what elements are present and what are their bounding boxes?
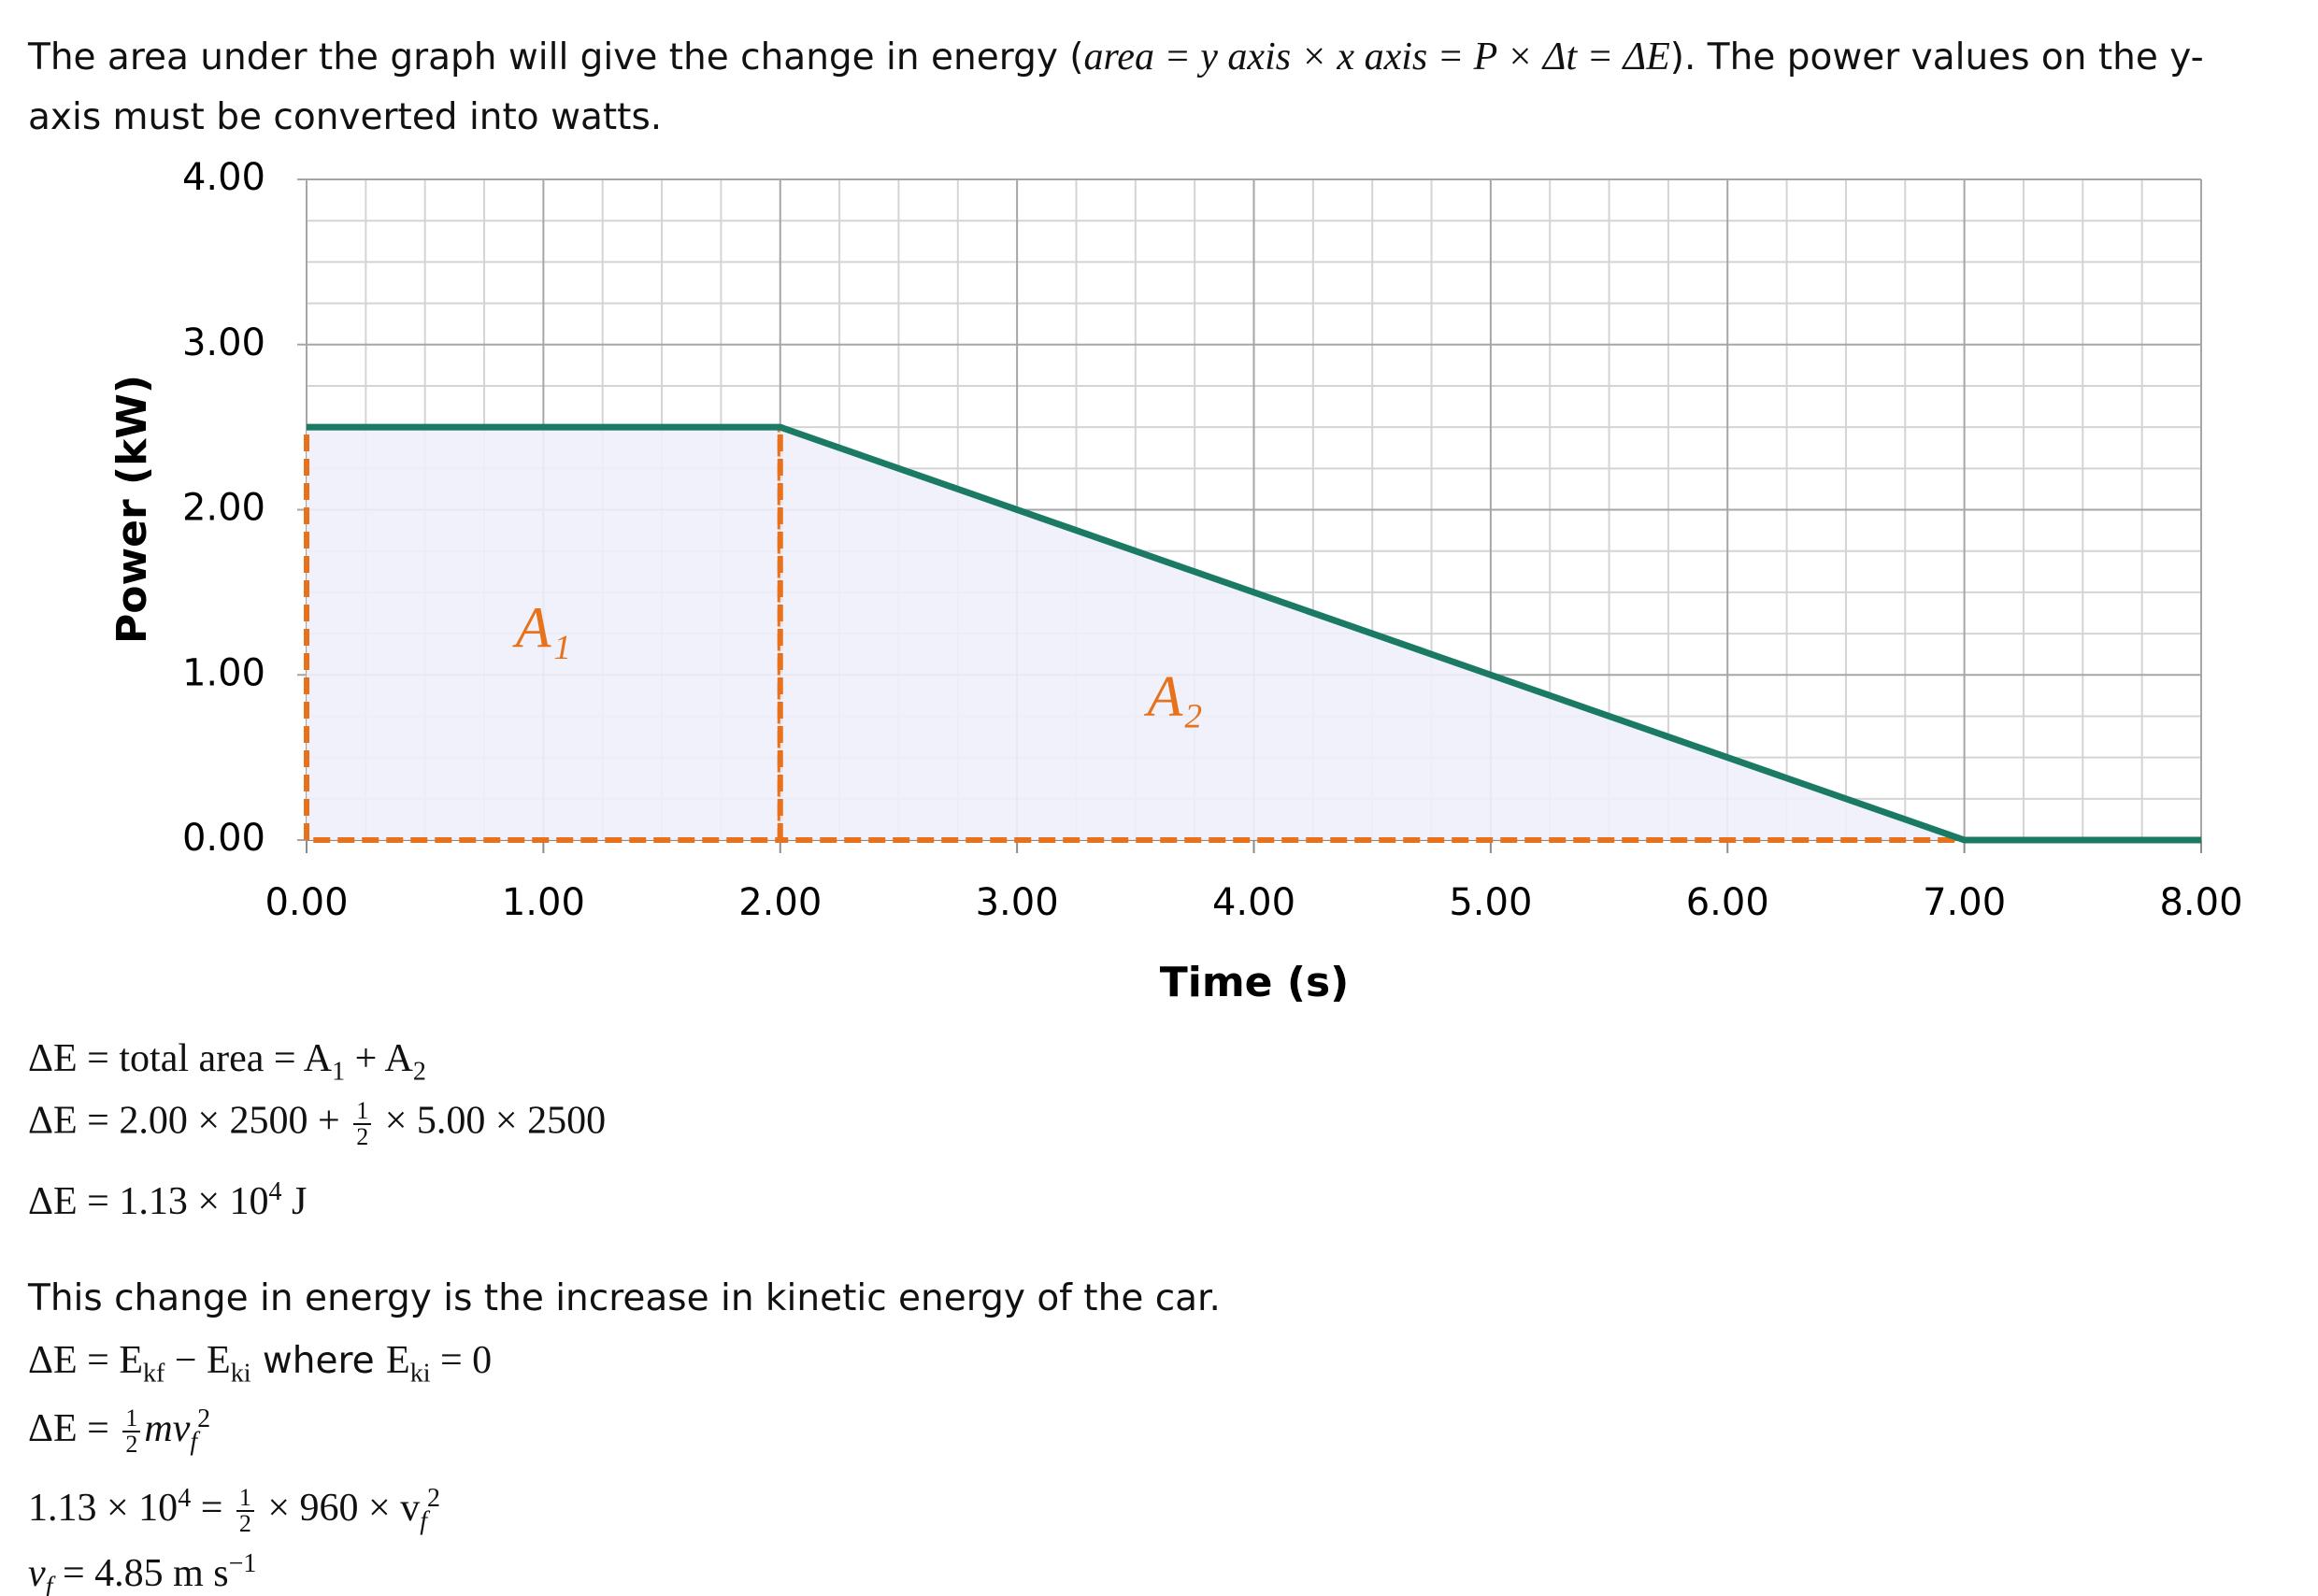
numerator: 1 [353,1099,372,1125]
denominator: 2 [125,1431,138,1459]
intro-line: The area under the graph will give the c… [28,37,2204,77]
equation: ΔE = Ekf − Eki where Eki = 0 [28,1341,492,1387]
eq-part: mv [144,1407,191,1450]
eq-part: = 0 [430,1339,493,1382]
eq-part: ΔE = [28,1407,120,1450]
x-tick-label: 7.00 [1923,881,2006,924]
eq-sub: f [45,1572,53,1596]
eq-part: × 960 × v [257,1487,421,1530]
eq-sup: −1 [228,1549,257,1578]
eq-sup: 4 [268,1177,282,1206]
x-tick-label: 2.00 [738,881,822,924]
text: The area under the graph will give the c… [28,36,1084,78]
eq-part: v [28,1552,46,1595]
eq-part: J [281,1180,308,1223]
eq-part: ΔE = 2.00 × 2500 + [28,1099,351,1143]
eq-sub: 1 [332,1057,346,1087]
eq-part: = 4.85 m s [52,1552,229,1595]
eq-sub: 2 [412,1057,426,1087]
text: ). The power values on the y- [1669,36,2204,78]
eq-part: ΔE = total area = A [28,1037,333,1080]
numerator: 1 [236,1486,254,1513]
line-series [307,423,2201,844]
equation: ΔE = total area = A1 + A2 [28,1039,426,1085]
y-tick-label: 1.00 [182,651,265,694]
region-label: A₂ [1143,665,1202,729]
eq-part: + A [345,1037,413,1080]
sentence: This change in energy is the increase in… [28,1277,1221,1319]
eq-sub: f [420,1506,428,1536]
eq-sub: kf [143,1359,165,1389]
eq-sub: f [190,1427,198,1457]
equation: ΔE = 1 2 mvf2 [28,1406,210,1457]
math: area = y axis × x axis = P × Δt = ΔE [1083,36,1670,78]
x-tick-label: 5.00 [1449,881,1532,924]
eq-part: E [386,1339,410,1382]
x-tick-label: 1.00 [502,881,585,924]
y-tick-label: 0.00 [182,817,265,860]
denominator: 2 [238,1510,251,1538]
y-tick-label: 3.00 [182,321,265,364]
eq-part: ΔE = E [28,1339,144,1382]
eq-sup: 2 [197,1404,211,1433]
x-tick-label: 8.00 [2159,881,2242,924]
region-label: A₁ [512,596,571,660]
intro-line: axis must be converted into watts. [28,96,663,138]
eq-sub: ki [230,1359,251,1389]
eq-word: where [250,1340,387,1382]
eq-part: × 5.00 × 2500 [375,1099,607,1143]
y-axis-label: Power (kW) [108,375,156,644]
x-tick-label: 4.00 [1212,881,1295,924]
eq-sub: ki [409,1359,431,1389]
eq-part: − E [165,1339,231,1382]
numerator: 1 [122,1406,141,1433]
eq-part: ΔE = 1.13 × 10 [28,1180,269,1223]
eq-part: = [191,1487,233,1530]
eq-sup: 4 [178,1484,192,1513]
x-tick-label: 0.00 [265,881,348,924]
eq-part: 1.13 × 10 [28,1487,179,1530]
y-tick-label: 4.00 [182,156,265,199]
eq-sup: 2 [427,1484,441,1513]
x-tick-label: 6.00 [1686,881,1769,924]
y-tick-label: 2.00 [182,487,265,530]
x-axis-label: Time (s) [1160,959,1350,1006]
x-tick-label: 3.00 [976,881,1059,924]
denominator: 2 [356,1123,369,1150]
equation: ΔE = 1.13 × 104 J [28,1177,308,1223]
equation: vf = 4.85 m s−1 [28,1551,256,1596]
